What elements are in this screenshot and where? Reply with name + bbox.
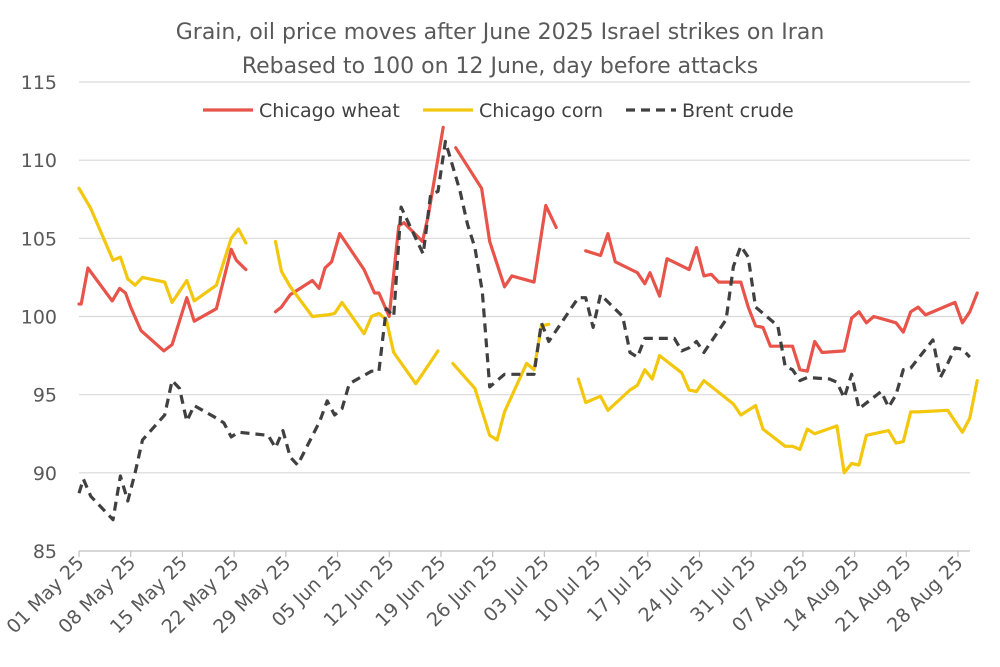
y-tick-label: 110 bbox=[21, 150, 57, 172]
y-tick-label: 90 bbox=[33, 463, 57, 485]
chart-title: Grain, oil price moves after June 2025 I… bbox=[176, 20, 825, 45]
series-lines bbox=[77, 125, 979, 522]
series-line-chicago-corn bbox=[77, 186, 979, 475]
gridlines bbox=[79, 81, 970, 474]
y-tick-label: 100 bbox=[21, 307, 57, 329]
series-line-brent-crude bbox=[77, 139, 971, 522]
legend-label-chicago-wheat: Chicago wheat bbox=[259, 100, 400, 122]
y-tick-label: 85 bbox=[33, 541, 57, 563]
legend: Chicago wheat Chicago corn Brent crude bbox=[203, 100, 794, 122]
y-tick-label: 105 bbox=[21, 228, 57, 250]
series-line-chicago-wheat bbox=[77, 125, 979, 373]
y-tick-label: 115 bbox=[21, 72, 57, 94]
y-axis: 85 90 95 100 105 110 115 bbox=[21, 72, 57, 563]
legend-label-chicago-corn: Chicago corn bbox=[479, 100, 603, 122]
chart-subtitle: Rebased to 100 on 12 June, day before at… bbox=[242, 54, 758, 79]
legend-label-brent-crude: Brent crude bbox=[682, 100, 794, 122]
y-tick-label: 95 bbox=[33, 385, 57, 407]
